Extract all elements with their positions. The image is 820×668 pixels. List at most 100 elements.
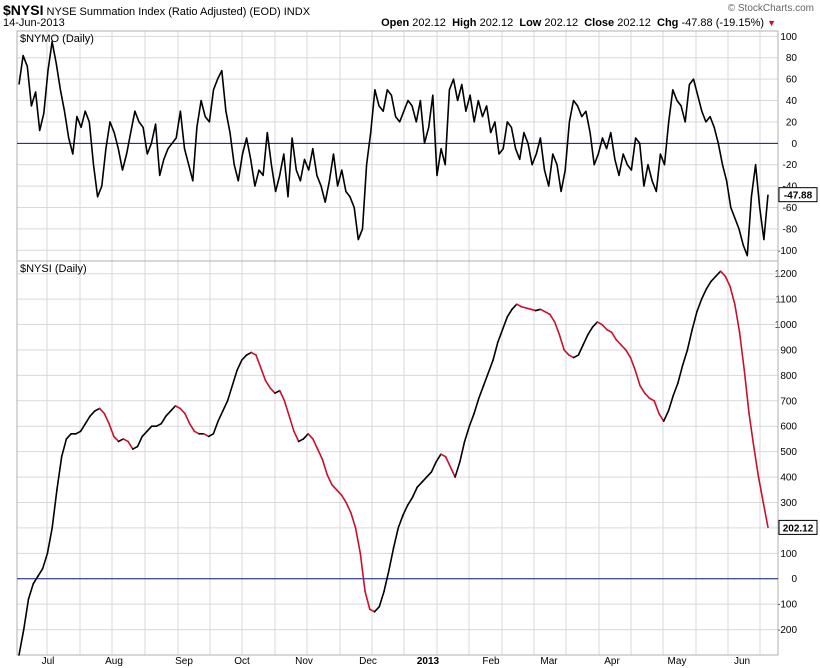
y-tick-label: 60	[786, 75, 798, 86]
series-segment	[222, 400, 229, 412]
series-segment	[748, 412, 755, 448]
series-segment	[18, 628, 25, 656]
series-segment	[662, 410, 670, 422]
series-segment	[696, 298, 703, 313]
series-segment	[212, 420, 219, 435]
x-tick-label: Nov	[295, 656, 313, 667]
series-segment	[32, 575, 39, 585]
series-segment	[60, 438, 68, 458]
series-segment	[416, 481, 423, 489]
chart-panel-1: 100 80 60 40 20 0 -20 -40 -60 -80 -100 $NYMO (Daily…	[16, 30, 818, 262]
series-segment	[691, 311, 698, 331]
series-segment	[79, 422, 87, 433]
y-tick-label: 1100	[775, 295, 797, 306]
series-segment	[312, 438, 319, 450]
series-segment	[591, 321, 599, 328]
x-tick-label: Oct	[234, 656, 250, 667]
series-segment	[37, 567, 44, 578]
series-segment	[549, 313, 556, 323]
series-segment	[169, 405, 177, 412]
high-label: High	[452, 17, 477, 29]
series-segment	[75, 430, 82, 435]
series-segment	[368, 608, 376, 613]
index-name: NYSE Summation Index (Ratio Adjusted) (E…	[46, 6, 281, 18]
series-segment	[425, 471, 433, 478]
series-segment	[672, 382, 679, 397]
series-segment	[293, 430, 300, 443]
series-segment	[231, 369, 238, 387]
x-tick-label: Feb	[482, 656, 500, 667]
series-segment	[136, 435, 144, 448]
series-segment	[511, 303, 518, 311]
series-segment	[639, 384, 646, 394]
series-segment	[506, 308, 513, 318]
last-value-label: -47.88	[784, 191, 813, 202]
series-segment	[482, 372, 490, 387]
series-segment	[468, 412, 475, 428]
series-segment	[724, 275, 731, 288]
open-value: 202.12	[412, 17, 446, 29]
series-segment	[259, 366, 267, 382]
header-title: $NYSI NYSE Summation Index (Ratio Adjust…	[3, 2, 310, 18]
series-segment	[117, 438, 125, 443]
series-segment	[269, 387, 276, 394]
x-tick-label: Aug	[105, 656, 123, 667]
series-segment	[354, 527, 362, 555]
series-segment	[700, 288, 708, 300]
series-segment	[56, 455, 63, 491]
close-value: 202.12	[617, 17, 651, 29]
series-segment	[705, 280, 712, 290]
watermark-text: © StockCharts.com	[727, 3, 814, 14]
series-segment	[203, 433, 210, 438]
series-segment	[364, 590, 371, 611]
series-segment	[155, 422, 163, 428]
y-tick-label: -80	[783, 224, 798, 235]
y-tick-label: 100	[780, 32, 797, 43]
series-segment	[719, 270, 727, 278]
series-segment	[534, 308, 542, 312]
series-segment	[108, 422, 115, 438]
series-segment	[762, 501, 769, 529]
series-segment	[41, 552, 49, 570]
y-tick-label: 1000	[775, 320, 798, 331]
series-segment	[620, 344, 627, 351]
open-label: Open	[381, 17, 410, 29]
series-segment	[245, 351, 253, 356]
series-segment	[677, 364, 684, 384]
series-line	[18, 40, 769, 257]
series-segment	[321, 458, 328, 476]
series-segment	[463, 425, 471, 443]
x-tick-label: Sep	[175, 656, 193, 667]
series-segment	[392, 527, 400, 550]
series-segment	[435, 453, 442, 463]
series-segment	[601, 323, 608, 331]
series-segment	[658, 412, 665, 422]
series-segment	[193, 430, 200, 435]
y-tick-label: 100	[780, 549, 797, 560]
y-tick-label: 80	[786, 53, 798, 64]
chg-value: -47.88 (-19.15%)	[681, 17, 765, 29]
x-tick-label: Dec	[359, 656, 377, 667]
series-segment	[127, 440, 134, 450]
low-label: Low	[519, 17, 542, 29]
x-tick-label: May	[668, 656, 687, 667]
y-tick-label: 0	[791, 139, 797, 150]
series-segment	[610, 331, 618, 341]
series-segment	[487, 359, 494, 374]
series-segment	[563, 349, 570, 356]
x-tick-label: 2013	[417, 656, 440, 667]
y-tick-label: 40	[786, 96, 798, 107]
series-segment	[530, 308, 537, 312]
series-segment	[98, 407, 106, 415]
series-segment	[250, 351, 257, 356]
series-segment	[587, 326, 594, 336]
series-segment	[241, 354, 248, 361]
series-segment	[496, 328, 504, 344]
series-segment	[743, 369, 750, 415]
series-segment	[710, 275, 717, 283]
series-segment	[729, 285, 736, 306]
chg-label: Chg	[657, 17, 679, 29]
series-segment	[94, 407, 101, 412]
series-segment	[89, 410, 96, 417]
